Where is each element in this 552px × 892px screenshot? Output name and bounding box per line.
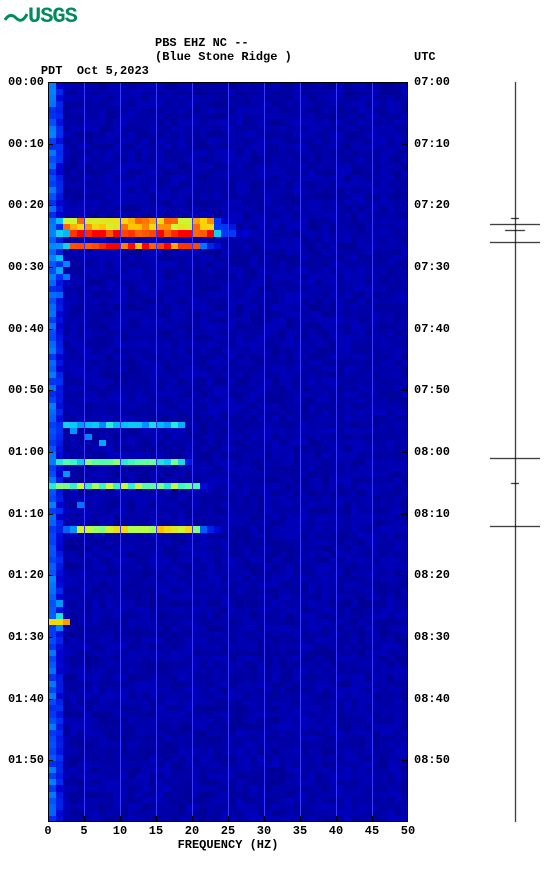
station-code: PBS EHZ NC -- <box>155 36 249 50</box>
y-tick-right: 08:20 <box>414 568 474 582</box>
x-tick: 30 <box>254 824 274 838</box>
x-tick: 25 <box>218 824 238 838</box>
usgs-logo-text: USGS <box>28 4 77 29</box>
y-tick-left: 00:50 <box>0 383 44 397</box>
x-tick: 5 <box>74 824 94 838</box>
y-tick-right: 08:10 <box>414 507 474 521</box>
y-tick-left: 01:00 <box>0 445 44 459</box>
y-tick-left: 00:20 <box>0 198 44 212</box>
x-tick: 40 <box>326 824 346 838</box>
spectrogram-canvas <box>48 82 408 822</box>
pdt-label: PDT <box>41 64 63 78</box>
y-tick-right: 07:30 <box>414 260 474 274</box>
x-tick: 15 <box>146 824 166 838</box>
y-tick-right: 07:10 <box>414 137 474 151</box>
y-tick-left: 01:10 <box>0 507 44 521</box>
y-tick-right: 08:40 <box>414 692 474 706</box>
x-tick: 10 <box>110 824 130 838</box>
usgs-logo: USGS <box>4 4 77 29</box>
y-tick-left: 01:20 <box>0 568 44 582</box>
y-tick-right: 08:50 <box>414 753 474 767</box>
y-tick-left: 00:10 <box>0 137 44 151</box>
x-tick: 50 <box>398 824 418 838</box>
y-tick-right: 07:00 <box>414 75 474 89</box>
x-tick: 0 <box>38 824 58 838</box>
y-tick-left: 01:30 <box>0 630 44 644</box>
amplitude-track <box>490 82 540 822</box>
x-tick: 45 <box>362 824 382 838</box>
y-tick-left: 00:40 <box>0 322 44 336</box>
figure: USGS PBS EHZ NC -- (Blue Stone Ridge ) P… <box>0 0 552 892</box>
y-tick-left: 00:30 <box>0 260 44 274</box>
y-tick-right: 08:30 <box>414 630 474 644</box>
y-tick-right: 07:50 <box>414 383 474 397</box>
date-label: Oct 5,2023 <box>77 64 149 78</box>
x-tick: 35 <box>290 824 310 838</box>
x-axis-label: FREQUENCY (HZ) <box>48 838 408 852</box>
x-tick: 20 <box>182 824 202 838</box>
station-name: (Blue Stone Ridge ) <box>155 50 292 64</box>
spectrogram-plot <box>48 82 408 822</box>
y-tick-right: 07:40 <box>414 322 474 336</box>
y-tick-right: 07:20 <box>414 198 474 212</box>
y-tick-left: 00:00 <box>0 75 44 89</box>
y-tick-left: 01:50 <box>0 753 44 767</box>
y-tick-right: 08:00 <box>414 445 474 459</box>
utc-label: UTC <box>414 50 436 64</box>
y-tick-left: 01:40 <box>0 692 44 706</box>
